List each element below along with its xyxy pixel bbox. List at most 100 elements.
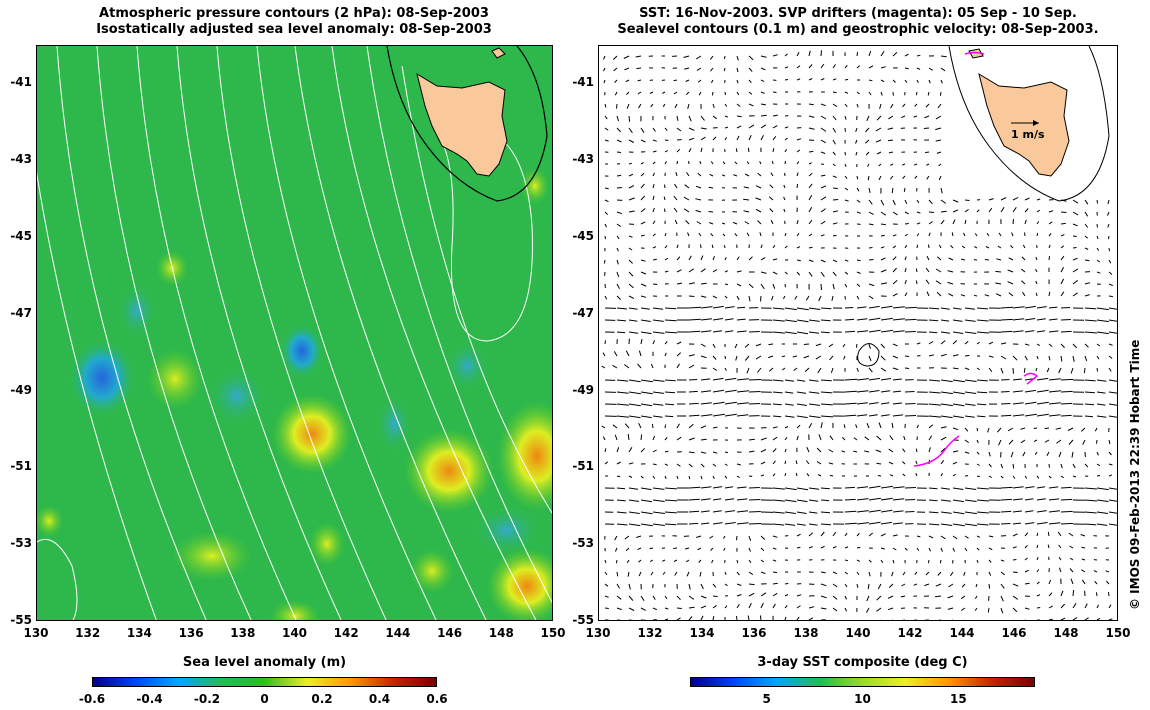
velocity-vector [695, 209, 702, 213]
velocity-vector [1036, 221, 1040, 225]
velocity-vector [976, 487, 989, 490]
velocity-vector [603, 55, 606, 60]
velocity-vector [951, 619, 953, 620]
velocity-vector [688, 364, 695, 369]
velocity-vector [935, 280, 942, 285]
velocity-vector [616, 187, 622, 189]
velocity-vector [928, 67, 933, 71]
velocity-vector [700, 255, 704, 261]
velocity-vector [891, 619, 893, 620]
velocity-vector [1036, 232, 1039, 237]
velocity-vector [892, 486, 905, 489]
velocity-vector [640, 447, 646, 453]
velocity-vector [961, 583, 966, 588]
velocity-vector [604, 595, 609, 598]
left-title-line1: Atmospheric pressure contours (2 hPa): 0… [99, 6, 489, 21]
velocity-vector [736, 522, 749, 525]
velocity-vector [664, 161, 667, 165]
velocity-vector [676, 244, 679, 249]
velocity-vector [710, 161, 714, 165]
velocity-vector [864, 139, 870, 144]
velocity-vector [1084, 259, 1090, 262]
velocity-vector [998, 232, 1002, 237]
velocity-vector [856, 367, 859, 372]
velocity-vector [808, 172, 813, 177]
velocity-vector [940, 460, 945, 465]
velocity-vector [1096, 343, 1101, 347]
velocity-vector [724, 115, 728, 118]
velocity-vector [748, 559, 752, 564]
velocity-vector [1024, 498, 1034, 501]
velocity-vector [940, 523, 953, 526]
velocity-vector [916, 535, 921, 538]
velocity-vector [626, 103, 630, 109]
velocity-vector [914, 103, 918, 107]
velocity-vector [796, 138, 802, 141]
velocity-vector [628, 331, 639, 334]
velocity-vector [700, 463, 705, 468]
velocity-vector [628, 462, 634, 465]
velocity-vector [1048, 475, 1052, 479]
velocity-vector [976, 319, 989, 322]
velocity-vector [796, 65, 801, 69]
velocity-vector [652, 475, 656, 479]
velocity-vector [1060, 522, 1073, 525]
velocity-vector [1036, 355, 1039, 360]
velocity-vector [808, 546, 813, 549]
velocity-vector [820, 234, 825, 237]
velocity-vector [688, 354, 695, 357]
velocity-vector [784, 499, 797, 503]
velocity-vector [928, 244, 930, 249]
velocity-vector [940, 403, 953, 407]
velocity-vector [830, 367, 834, 374]
velocity-vector [808, 499, 819, 502]
velocity-vector [1108, 247, 1110, 252]
velocity-vector [1012, 607, 1018, 613]
velocity-vector [700, 510, 710, 513]
velocity-vector [652, 449, 657, 453]
velocity-vector [673, 547, 678, 549]
velocity-vector [724, 571, 727, 575]
velocity-vector [683, 196, 690, 201]
velocity-vector [892, 559, 895, 564]
velocity-vector [721, 222, 726, 225]
velocity-vector [640, 259, 646, 262]
velocity-vector [808, 532, 814, 537]
velocity-vector [940, 487, 950, 490]
velocity-vector [1024, 232, 1026, 237]
velocity-vector [747, 147, 750, 153]
velocity-vector [732, 221, 738, 225]
velocity-vector [736, 378, 749, 381]
velocity-vector [640, 319, 651, 322]
velocity-vector [868, 187, 871, 194]
velocity-vector [988, 341, 994, 345]
velocity-vector [928, 379, 941, 382]
velocity-vector [640, 403, 653, 407]
velocity-vector [784, 232, 787, 237]
velocity-vector [640, 338, 643, 345]
velocity-vector [772, 603, 776, 609]
velocity-vector [616, 595, 622, 600]
sea-level-contours [857, 46, 1110, 367]
velocity-vector [1024, 355, 1028, 361]
velocity-vector [755, 343, 762, 347]
velocity-vector [914, 571, 918, 575]
velocity-vector [1055, 427, 1062, 430]
velocity-vector [844, 271, 849, 275]
velocity-vector [868, 571, 871, 577]
velocity-vector [652, 499, 665, 502]
velocity-vector [976, 391, 988, 394]
velocity-vector [820, 487, 830, 490]
velocity-vector [712, 583, 717, 588]
velocity-vector [652, 511, 665, 514]
velocity-vector [1084, 499, 1097, 502]
velocity-vector [806, 473, 810, 477]
velocity-vector [925, 267, 930, 273]
velocity-vector [1048, 256, 1050, 261]
velocity-vector [674, 571, 678, 576]
velocity-vector [604, 607, 609, 609]
velocity-vector [964, 199, 970, 201]
velocity-vector [952, 487, 964, 490]
velocity-vector [1082, 439, 1086, 445]
velocity-vector [640, 195, 646, 201]
